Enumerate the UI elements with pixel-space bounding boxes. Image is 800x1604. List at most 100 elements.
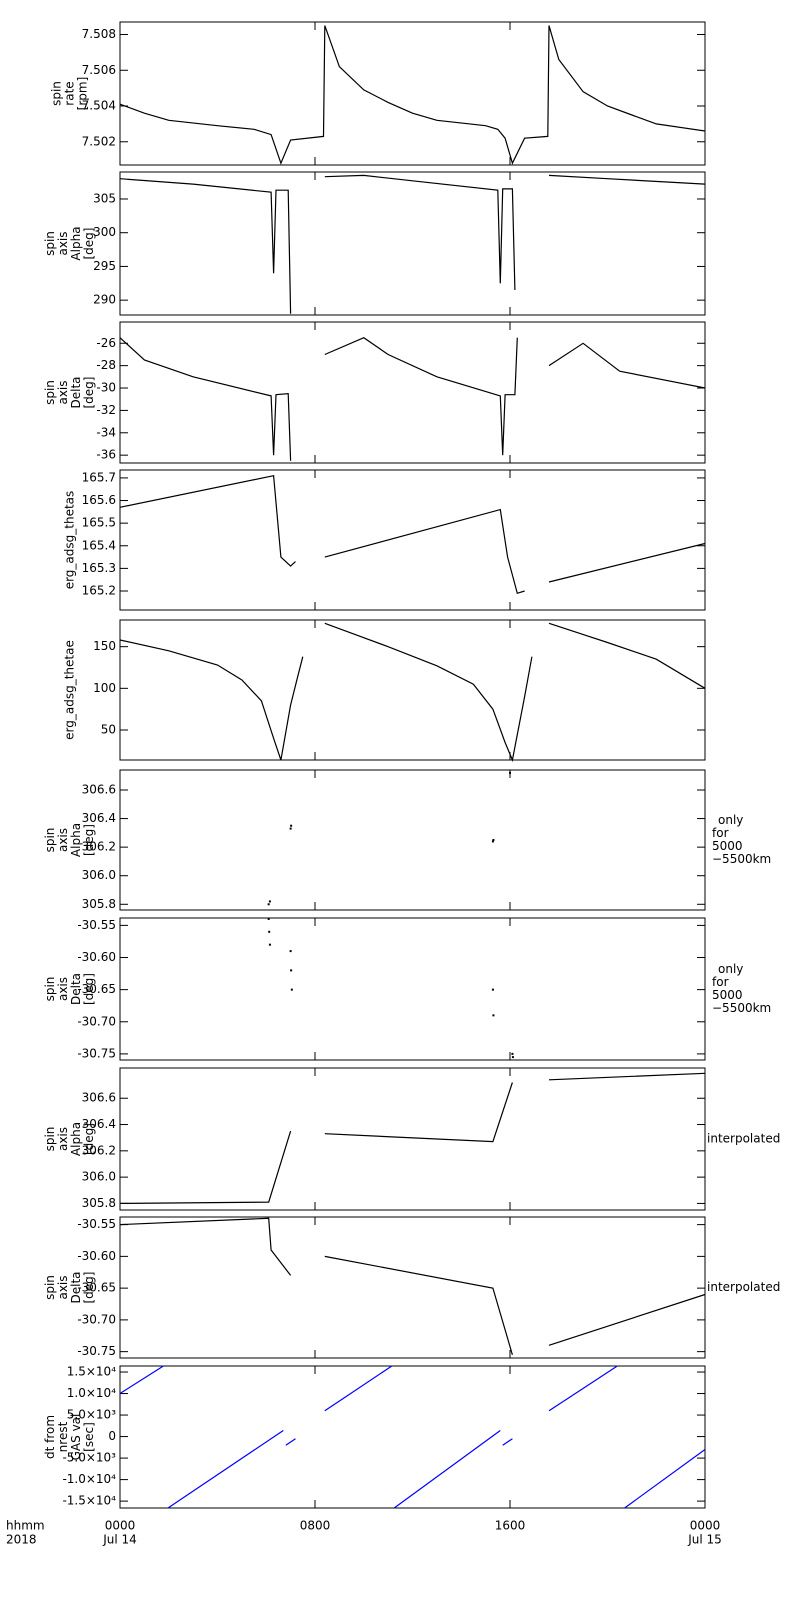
- y-tick-label: -30.70: [77, 1312, 116, 1326]
- y-tick-label: -30.65: [77, 1281, 116, 1295]
- data-point: [290, 988, 293, 991]
- y-axis-label: spin: [43, 828, 57, 853]
- y-tick-label: -32: [96, 403, 116, 417]
- data-line: [119, 1217, 706, 1355]
- y-tick-label: 100: [93, 681, 116, 695]
- y-axis-label: axis: [56, 828, 70, 852]
- plot-frame: [119, 171, 706, 316]
- data-line: [119, 337, 706, 461]
- x-tick-label: 0800: [300, 1519, 331, 1533]
- y-axis-label: Delta: [69, 376, 83, 408]
- y-tick-label: -30: [96, 381, 116, 395]
- y-axis-label: [rpm]: [76, 77, 90, 111]
- y-tick-label: -30.60: [77, 1249, 116, 1263]
- panel-note: only: [718, 813, 743, 827]
- y-axis-label: dt from: [43, 1415, 57, 1459]
- y-axis-label: spin: [43, 1275, 57, 1300]
- panel-note: interpolated: [707, 1280, 780, 1294]
- y-tick-label: -26: [96, 336, 116, 350]
- x-axis-label: hhmm: [6, 1519, 45, 1533]
- y-tick-label: -5.0×10³: [62, 1451, 116, 1465]
- y-axis-label: rate: [63, 81, 77, 105]
- y-tick-label: 300: [93, 225, 116, 239]
- y-axis-label: nrest: [56, 1421, 70, 1452]
- y-tick-label: 306.2: [82, 840, 116, 854]
- y-tick-label: 165.2: [82, 584, 116, 598]
- y-tick-label: 305.8: [82, 1196, 116, 1210]
- y-tick-label: -36: [96, 448, 116, 462]
- y-tick-label: -1.5×10⁴: [62, 1494, 116, 1508]
- y-tick-label: -30.75: [77, 1046, 116, 1060]
- data-point: [491, 988, 494, 991]
- y-axis-label: spin: [43, 380, 57, 405]
- y-tick-label: 305: [93, 191, 116, 205]
- y-tick-label: 290: [93, 293, 116, 307]
- data-point: [268, 930, 271, 933]
- y-tick-label: 306.4: [82, 1117, 116, 1131]
- y-tick-label: -30.55: [77, 918, 116, 932]
- plot-frame: [119, 469, 706, 611]
- y-tick-label: 165.7: [82, 470, 116, 484]
- data-point: [267, 903, 270, 906]
- y-axis-label: erg_adsg_thetas: [63, 491, 77, 590]
- data-point: [267, 917, 270, 920]
- data-point: [492, 1014, 495, 1017]
- panel-note: interpolated: [707, 1132, 780, 1146]
- y-tick-label: -34: [96, 425, 116, 439]
- y-axis-label: axis: [56, 977, 70, 1001]
- y-tick-label: -28: [96, 358, 116, 372]
- data-line: [119, 474, 706, 595]
- y-tick-label: 7.506: [82, 63, 116, 77]
- y-tick-label: -30.55: [77, 1217, 116, 1231]
- y-axis-label: [sec]: [82, 1422, 96, 1452]
- y-tick-label: -30.60: [77, 950, 116, 964]
- y-axis-label: erg_adsg_thetae: [63, 640, 77, 740]
- y-axis-label: [deg]: [82, 377, 96, 409]
- data-point: [289, 827, 292, 830]
- plot-frame: [119, 21, 706, 166]
- y-tick-label: 7.504: [82, 99, 116, 113]
- plot-frame: [119, 769, 706, 911]
- y-tick-label: 7.502: [82, 134, 116, 148]
- y-axis-label: Delta: [69, 1271, 83, 1303]
- y-tick-label: 295: [93, 259, 116, 273]
- panel-note: only: [718, 962, 743, 976]
- y-axis-label: axis: [56, 1127, 70, 1151]
- plot-frame: [119, 1216, 706, 1359]
- data-point: [509, 771, 511, 774]
- panel-note: −5500km: [712, 852, 771, 866]
- y-axis-label: [deg]: [82, 824, 96, 856]
- data-point: [268, 943, 271, 946]
- y-tick-label: 165.4: [82, 538, 116, 552]
- data-point: [511, 1056, 514, 1059]
- y-tick-label: 306.2: [82, 1143, 116, 1157]
- plot-frame: [119, 619, 706, 761]
- data-point: [289, 950, 292, 953]
- y-tick-label: 5.0×10³: [67, 1408, 116, 1422]
- data-point: [268, 900, 271, 903]
- y-tick-label: 306.4: [82, 811, 116, 825]
- y-axis-label: spin: [43, 977, 57, 1002]
- y-tick-label: -30.75: [77, 1344, 116, 1358]
- data-line: [119, 174, 706, 314]
- y-tick-label: 1.0×10⁴: [67, 1386, 116, 1400]
- y-axis-label: [deg]: [82, 1123, 96, 1155]
- x-tick-label: 0000: [105, 1519, 136, 1533]
- y-axis-label: [deg]: [82, 973, 96, 1005]
- data-point: [290, 824, 293, 827]
- plot-frame: [119, 1365, 706, 1509]
- x-tick-label: 0000: [690, 1519, 721, 1533]
- y-tick-label: 165.5: [82, 516, 116, 530]
- y-axis-label: [deg]: [82, 1272, 96, 1304]
- data-line: [119, 622, 706, 763]
- plot-frame: [119, 1067, 706, 1211]
- y-tick-label: 306.6: [82, 783, 116, 797]
- data-point: [511, 1052, 514, 1055]
- y-tick-label: 0: [108, 1429, 116, 1443]
- y-axis-label: spin: [50, 81, 64, 106]
- y-axis-label: Alpha: [69, 823, 83, 857]
- y-tick-label: -30.65: [77, 982, 116, 996]
- plot-frame: [119, 321, 706, 464]
- y-axis-label: spin: [43, 1127, 57, 1152]
